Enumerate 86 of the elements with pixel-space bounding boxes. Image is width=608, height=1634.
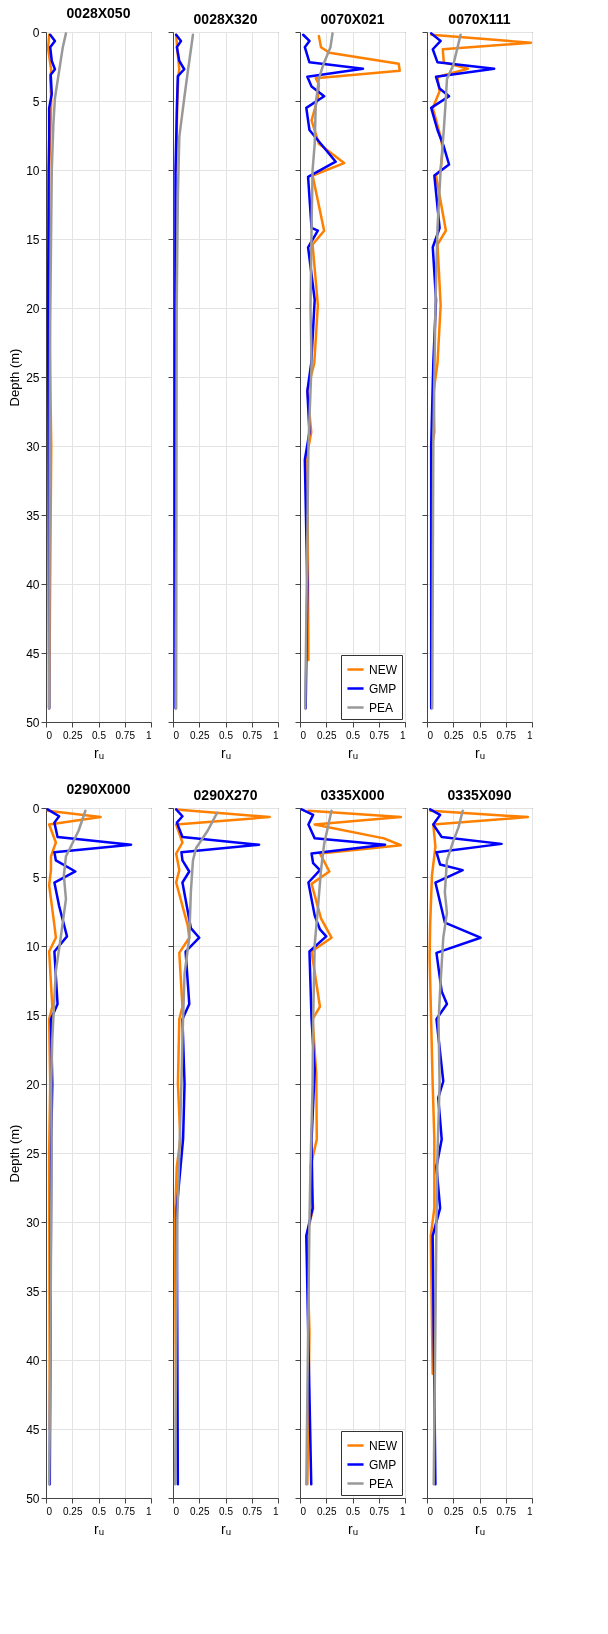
- x-tick-label: 0.25: [317, 729, 337, 741]
- x-tick-label: 0.25: [444, 1505, 464, 1517]
- x-tick-label: 0: [173, 729, 180, 741]
- chart-title: 0028X050: [66, 5, 131, 21]
- x-tick-label: 0.75: [369, 1505, 390, 1517]
- x-tick-label: 0.75: [369, 729, 390, 741]
- x-tick-label: 1: [526, 1505, 533, 1517]
- chart-title: 0290X270: [193, 786, 258, 803]
- y-tick-label: 40: [26, 577, 40, 592]
- x-tick-label: 0.25: [63, 729, 83, 741]
- chart-title: 0290X000: [66, 781, 131, 797]
- x-tick-label: 0: [300, 729, 307, 741]
- x-tick-label: 0.5: [219, 1505, 234, 1517]
- x-tick-label: 0: [427, 729, 434, 741]
- y-tick-label: 15: [26, 232, 40, 247]
- x-axis-title: rᵤ: [93, 744, 105, 761]
- x-tick-label: 0.5: [92, 729, 107, 741]
- x-tick-label: 0.75: [496, 729, 517, 741]
- x-axis-title: rᵤ: [93, 1520, 105, 1537]
- x-tick-label: 0.5: [92, 1505, 107, 1517]
- y-tick-label: 50: [26, 715, 40, 730]
- x-tick-label: 1: [145, 729, 152, 741]
- y-axis-title: Depth (m): [7, 1124, 23, 1183]
- y-tick-label: 35: [26, 1284, 40, 1299]
- x-tick-label: 1: [272, 1505, 279, 1517]
- x-tick-label: 1: [272, 729, 279, 741]
- chart-title: 0070X021: [320, 10, 385, 27]
- x-tick-label: 0: [46, 1505, 53, 1517]
- x-axis-title: rᵤ: [220, 744, 232, 761]
- legend-label: GMP: [369, 1457, 397, 1472]
- legend-label: NEW: [369, 662, 398, 677]
- x-tick-label: 0: [300, 1505, 307, 1517]
- x-tick-label: 0.25: [317, 1505, 337, 1517]
- chart-title: 0070X111: [448, 10, 511, 27]
- y-tick-label: 20: [26, 1077, 40, 1092]
- y-tick-label: 40: [26, 1353, 40, 1368]
- x-tick-label: 0.75: [115, 1505, 136, 1517]
- x-tick-label: 1: [399, 1505, 406, 1517]
- legend-label: NEW: [369, 1438, 398, 1453]
- y-tick-label: 10: [26, 163, 40, 178]
- x-tick-label: 0.5: [473, 729, 488, 741]
- x-axis-title: rᵤ: [474, 744, 486, 761]
- legend-label: GMP: [369, 681, 397, 696]
- x-tick-label: 0.5: [219, 729, 234, 741]
- y-tick-label: 5: [32, 870, 40, 885]
- y-tick-label: 10: [26, 939, 40, 954]
- y-tick-label: 20: [26, 301, 40, 316]
- y-tick-label: 30: [26, 439, 40, 454]
- x-tick-label: 0.25: [63, 1505, 83, 1517]
- x-tick-label: 0.75: [496, 1505, 517, 1517]
- x-tick-label: 0: [46, 729, 53, 741]
- x-tick-label: 0.75: [242, 729, 263, 741]
- x-tick-label: 1: [145, 1505, 152, 1517]
- y-tick-label: 0: [32, 25, 40, 40]
- x-axis-title: rᵤ: [347, 744, 359, 761]
- y-tick-label: 30: [26, 1215, 40, 1230]
- x-tick-label: 0.75: [242, 1505, 263, 1517]
- y-axis-title: Depth (m): [7, 348, 23, 407]
- y-tick-label: 35: [26, 508, 40, 523]
- x-tick-label: 0.25: [190, 1505, 210, 1517]
- x-axis-title: rᵤ: [347, 1520, 359, 1537]
- x-axis-title: rᵤ: [474, 1520, 486, 1537]
- x-tick-label: 0: [427, 1505, 434, 1517]
- legend-label: PEA: [369, 700, 394, 715]
- y-tick-label: 15: [26, 1008, 40, 1023]
- x-tick-label: 0.25: [190, 729, 210, 741]
- y-tick-label: 0: [32, 801, 40, 816]
- x-tick-label: 0.5: [346, 1505, 361, 1517]
- y-tick-label: 25: [26, 1146, 40, 1161]
- x-tick-label: 1: [399, 729, 406, 741]
- x-tick-label: 1: [526, 729, 533, 741]
- chart-title: 0335X000: [320, 786, 385, 803]
- y-tick-label: 50: [26, 1491, 40, 1506]
- y-tick-label: 45: [26, 1422, 40, 1437]
- x-axis-title: rᵤ: [220, 1520, 232, 1537]
- x-tick-label: 0.5: [346, 729, 361, 741]
- chart-title: 0028X320: [193, 10, 258, 27]
- chart-title: 0335X090: [447, 786, 512, 803]
- legend-label: PEA: [369, 1476, 394, 1491]
- y-tick-label: 45: [26, 646, 40, 661]
- x-tick-label: 0: [173, 1505, 180, 1517]
- x-tick-label: 0.5: [473, 1505, 488, 1517]
- x-tick-label: 0.25: [444, 729, 464, 741]
- y-tick-label: 5: [32, 94, 40, 109]
- x-tick-label: 0.75: [115, 729, 136, 741]
- y-tick-label: 25: [26, 370, 40, 385]
